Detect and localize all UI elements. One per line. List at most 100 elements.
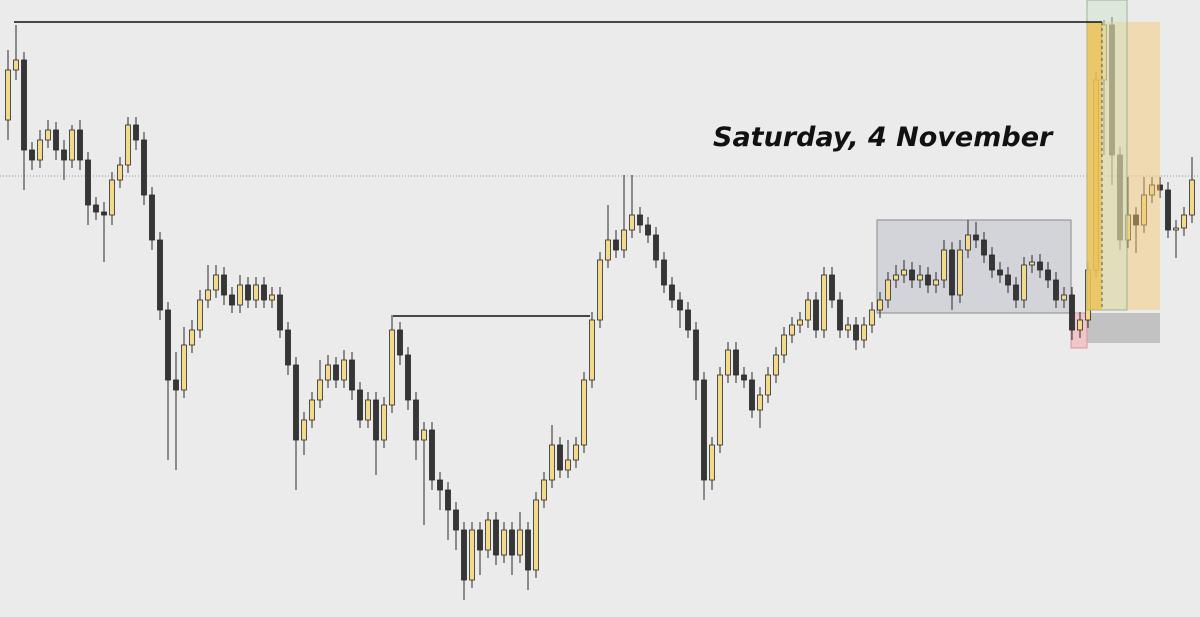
candle-body [149,194,155,241]
candle-body [221,274,227,296]
candle-body [565,459,571,471]
candle-body [317,379,323,401]
candle-body [1189,179,1195,216]
candle-body [813,299,819,331]
candle-body [557,444,563,471]
candle-body [397,329,403,356]
candle-body [909,269,915,281]
candle-body [357,389,363,421]
candle-body [405,354,411,401]
candle-body [1149,184,1155,196]
candle-body [997,269,1003,276]
candle-body [1045,269,1051,281]
candle-body [141,139,147,196]
candle-body [309,399,315,421]
candle-body [245,284,251,301]
candle-body [645,224,651,236]
candle-body [533,499,539,571]
candle-body [1013,284,1019,301]
candle-body [1037,261,1043,271]
candle-body [541,479,547,501]
candle-body [293,364,299,441]
candle-body [61,149,67,161]
candle-body [285,329,291,366]
candle-body [493,519,499,556]
candle-body [885,279,891,301]
candle-body [749,379,755,411]
stop-box [1087,313,1160,343]
candle-body [973,234,979,241]
candle-body [333,364,339,381]
candle-body [925,274,931,286]
candle-body [845,324,851,331]
candle-body [741,374,747,381]
candle-body [653,234,659,261]
candle-body [117,164,123,181]
candle-body [381,404,387,441]
candle-body [837,299,843,331]
candle-body [501,529,507,556]
candle-body [157,239,163,311]
candle-body [1125,214,1131,241]
candle-body [173,379,179,391]
candle-body [701,379,707,481]
candle-body [29,149,35,161]
candle-body [109,179,115,216]
candle-body [597,259,603,321]
candle-body [949,249,955,296]
candle-body [573,444,579,461]
candle-body [349,359,355,391]
candle-body [77,129,83,161]
candle-body [45,129,51,141]
candle-body [205,289,211,301]
candle-body [53,129,59,151]
candle-body [821,274,827,331]
candle-body [389,329,395,406]
candle-body [325,364,331,381]
candle-body [1141,194,1147,226]
candle-body [733,349,739,376]
candle-body [165,309,171,381]
candle-body [981,239,987,256]
candle-body [453,509,459,531]
candle-body [229,294,235,306]
candle-body [301,419,307,441]
candle-body [917,274,923,281]
candle-body [605,239,611,261]
candle-body [437,479,443,491]
candle-body [469,529,475,581]
candle-body [429,429,435,481]
sweep-box [1070,312,1088,349]
candle-body [1069,294,1075,331]
candle-body [677,299,683,311]
candle-body [829,274,835,301]
candle-body [517,529,523,556]
candle-body [1109,24,1115,156]
candle-body [877,299,883,311]
impulse-box [1087,22,1102,310]
candle-body [421,429,427,441]
candle-body [485,519,491,551]
candle-body [1117,154,1123,241]
candle-body [1053,279,1059,301]
candle-body [341,359,347,381]
candle-body [1157,184,1163,191]
candle-body [525,529,531,571]
candle-body [237,284,243,306]
candle-body [893,274,899,281]
candle-body [629,214,635,231]
candle-body [253,284,259,301]
candle-body [101,211,107,216]
candle-body [797,319,803,326]
candle-body [85,159,91,206]
candle-body [1077,319,1083,331]
candle-body [669,284,675,301]
candle-body [1005,274,1011,286]
candle-body [93,204,99,213]
candle-body [13,59,19,71]
candle-body [37,139,43,161]
candle-body [197,299,203,331]
candle-body [789,324,795,336]
